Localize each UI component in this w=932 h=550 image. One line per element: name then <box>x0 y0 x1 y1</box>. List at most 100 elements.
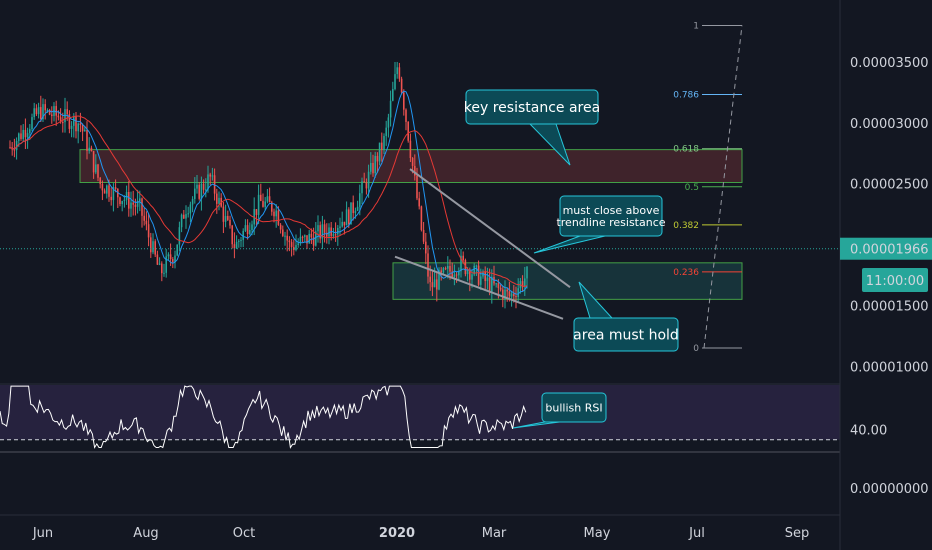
candle-body <box>222 206 225 222</box>
price-tick-label: 0.00001500 <box>850 299 929 314</box>
candle-body <box>154 241 156 255</box>
candle-body <box>167 254 170 257</box>
candle-body <box>99 177 101 185</box>
candle-body <box>451 271 453 278</box>
candle-body <box>136 201 139 207</box>
candle-body <box>433 279 436 288</box>
candle-body <box>319 225 321 239</box>
candle-body <box>218 197 220 204</box>
time-tick-label: Oct <box>233 526 255 541</box>
candle-body <box>81 124 84 132</box>
candle-body <box>343 221 346 226</box>
candle-body <box>484 271 486 282</box>
candle-body <box>169 254 172 260</box>
candle-body <box>117 188 119 198</box>
candle-body <box>123 199 126 202</box>
candle-body <box>18 133 20 141</box>
candle-body <box>128 191 130 209</box>
candle-body <box>495 283 497 285</box>
candle-body <box>114 187 117 189</box>
key-resistance-callout-text: key resistance area <box>464 100 600 116</box>
candle-body <box>130 202 132 209</box>
candle-body <box>359 193 361 207</box>
candle-body <box>315 231 317 246</box>
candle-body <box>438 270 440 290</box>
callouts-layer: key resistance area must close abovetrend… <box>464 89 679 429</box>
candle-body <box>163 272 165 274</box>
candle-body <box>310 233 313 238</box>
candle-body <box>350 202 352 225</box>
candle-body <box>90 147 93 152</box>
trendlines-layer <box>0 168 840 320</box>
time-tick-label: Sep <box>785 526 810 541</box>
fib-level-label: 0.236 <box>673 268 699 278</box>
candle-body <box>321 224 324 239</box>
candle-body <box>447 266 449 269</box>
key-resistance-callout <box>465 89 599 125</box>
candle-body <box>62 122 64 124</box>
candle-body <box>436 279 438 290</box>
candle-body <box>172 259 174 263</box>
candle-body <box>110 196 112 201</box>
candle-body <box>524 278 526 288</box>
candle-body <box>385 127 387 136</box>
time-tick-label: Mar <box>482 526 507 541</box>
time-tick-label: May <box>584 526 611 541</box>
candle-body <box>55 106 57 116</box>
price-tick-label: 0.00003000 <box>850 117 929 132</box>
candle-body <box>112 187 115 201</box>
candle-body <box>57 115 60 118</box>
candle-body <box>150 237 152 253</box>
candle-body <box>517 288 519 297</box>
candle-body <box>59 117 62 123</box>
price-tick-label: 0.00003500 <box>850 56 929 71</box>
candle-body <box>389 100 392 118</box>
candle-body <box>106 185 108 194</box>
candle-body <box>387 117 390 128</box>
fib-trend-line <box>703 25 743 349</box>
candle-body <box>178 227 181 245</box>
candle-body <box>348 209 350 225</box>
candle-body <box>429 276 431 283</box>
candle-body <box>407 121 409 141</box>
candle-body <box>473 265 475 275</box>
current-price-tag <box>840 237 932 260</box>
candle-body <box>40 107 42 120</box>
candle-body <box>455 274 458 276</box>
candle-body <box>205 189 207 191</box>
candle-body <box>477 265 480 285</box>
candle-body <box>139 198 141 202</box>
candle-body <box>299 236 302 244</box>
candle-body <box>251 224 253 231</box>
candle-body <box>337 227 339 235</box>
candle-body <box>147 224 150 238</box>
candle-body <box>356 206 359 211</box>
ma-fast-line <box>9 90 528 295</box>
bullish-rsi-callout <box>541 392 607 423</box>
candle-body <box>231 225 233 245</box>
candle-body <box>295 245 297 251</box>
support-zone <box>392 262 743 300</box>
candle-body <box>145 220 148 225</box>
candle-body <box>372 162 374 174</box>
candle-body <box>271 202 273 212</box>
candle-body <box>15 140 18 151</box>
candle-body <box>202 183 205 190</box>
candle-body <box>284 235 286 237</box>
candle-body <box>31 117 33 130</box>
candle-body <box>121 201 123 205</box>
candle-body <box>183 214 185 219</box>
candle-body <box>409 140 412 159</box>
candle-body <box>185 214 187 219</box>
candle-body <box>282 229 284 236</box>
candle-body <box>367 171 370 189</box>
candle-body <box>458 271 460 276</box>
candle-body <box>469 270 471 280</box>
candle-body <box>361 181 363 194</box>
candle-body <box>191 198 194 205</box>
candle-body <box>211 175 214 177</box>
candle-body <box>363 181 365 183</box>
candle-body <box>174 255 176 263</box>
candle-body <box>431 282 434 288</box>
